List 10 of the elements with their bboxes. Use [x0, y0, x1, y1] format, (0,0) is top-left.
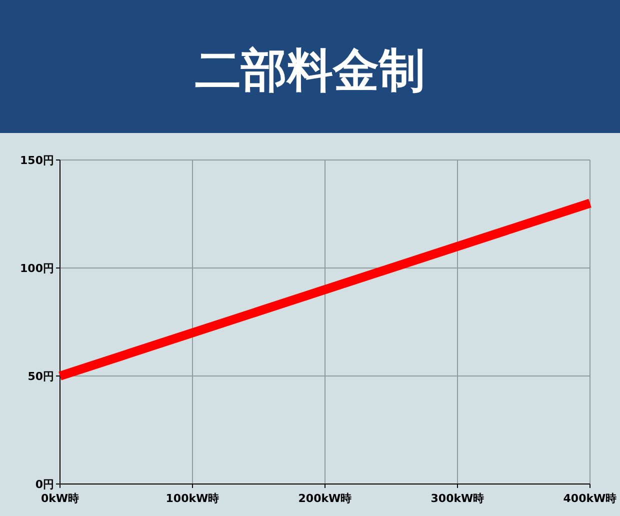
- x-tick-label: 300kW時: [430, 492, 484, 505]
- x-tick-label: 400kW時: [563, 492, 617, 505]
- chart-title: 二部料金制: [195, 43, 425, 97]
- y-tick-label: 100円: [20, 262, 54, 275]
- x-tick-label: 0kW時: [40, 492, 80, 505]
- y-tick-label: 150円: [20, 154, 54, 167]
- y-tick-label: 0円: [35, 478, 54, 491]
- y-tick-label: 50円: [28, 370, 54, 383]
- x-tick-label: 100kW時: [166, 492, 220, 505]
- x-tick-label: 200kW時: [298, 492, 352, 505]
